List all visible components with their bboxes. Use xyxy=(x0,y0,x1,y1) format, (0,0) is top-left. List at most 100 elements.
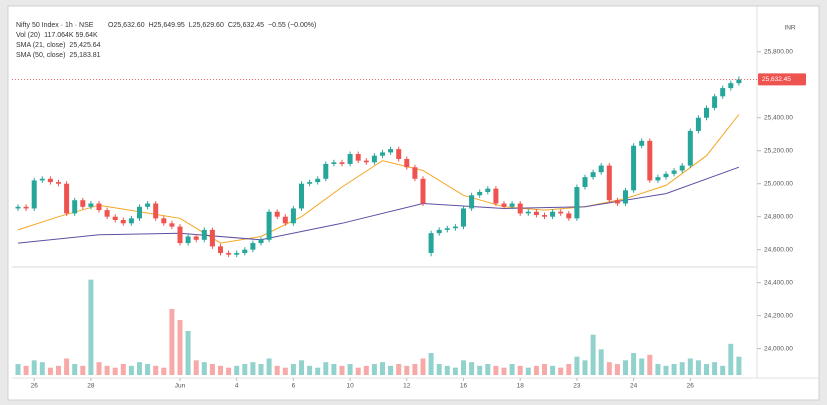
volume-bar xyxy=(185,331,191,375)
candle-body xyxy=(128,218,134,224)
y-tick-label: 24,800.00 xyxy=(764,213,793,220)
y-tick-label: 24,200.00 xyxy=(764,312,793,319)
volume-bar xyxy=(72,364,78,375)
candle-body xyxy=(420,178,426,204)
volume-bar xyxy=(177,320,183,375)
volume-bar xyxy=(96,362,102,375)
candle-body xyxy=(250,243,256,250)
volume-bar xyxy=(485,364,491,375)
volume-bar xyxy=(574,356,580,375)
candle-body xyxy=(558,211,564,214)
volume-bar xyxy=(606,362,612,375)
volume-bar xyxy=(720,365,726,375)
candle-body xyxy=(461,208,466,227)
volume-bar xyxy=(331,364,337,375)
candle-body xyxy=(542,215,547,217)
candle-body xyxy=(704,107,709,118)
candle-body xyxy=(525,211,531,214)
candle-body xyxy=(671,170,677,174)
volume-bar xyxy=(614,364,620,375)
candle-body xyxy=(452,226,458,229)
candle-body xyxy=(639,140,645,146)
candle-body xyxy=(80,200,86,207)
volume-bar xyxy=(598,349,604,375)
volume-bar xyxy=(274,365,280,375)
candle-body xyxy=(388,149,394,153)
volume-bar xyxy=(388,365,394,375)
volume-bar xyxy=(533,365,539,375)
volume-bar xyxy=(461,360,466,375)
candle-body xyxy=(47,178,53,183)
x-tick-label: 28 xyxy=(87,383,95,390)
candle-body xyxy=(299,183,304,209)
volume-bar xyxy=(56,365,61,375)
volume-bar xyxy=(687,358,693,375)
candle-body xyxy=(412,167,418,179)
candle-body xyxy=(679,165,685,171)
volume-bar xyxy=(290,364,296,375)
indicator-name: SMA (21, close) xyxy=(16,42,65,49)
volume-bar xyxy=(266,358,272,375)
candle-body xyxy=(120,219,126,224)
indicator-value: 25,425.64 xyxy=(69,42,100,49)
candle-body xyxy=(363,160,369,163)
volume-bar xyxy=(566,364,572,375)
volume-bar xyxy=(558,367,564,375)
candle-body xyxy=(736,79,742,84)
volume-bar xyxy=(209,364,215,375)
volume-bar xyxy=(420,358,426,375)
volume-bar xyxy=(307,365,313,375)
candle-body xyxy=(56,182,61,184)
volume-bar xyxy=(23,365,29,375)
y-tick-label: 25,800.00 xyxy=(764,49,793,56)
y-tick-label: 24,600.00 xyxy=(764,246,793,253)
volume-bar xyxy=(145,364,151,375)
candle-body xyxy=(404,158,410,168)
volume-bar xyxy=(258,364,264,375)
volume-bar xyxy=(655,364,661,375)
volume-bar xyxy=(104,365,110,375)
x-tick-label: 10 xyxy=(346,383,354,390)
y-tick-label: 25,000.00 xyxy=(764,180,793,187)
volume-bar xyxy=(226,367,232,375)
candle-body xyxy=(647,140,653,181)
volume-bar xyxy=(501,367,507,375)
volume-bar xyxy=(695,360,701,375)
volume-bar xyxy=(193,360,199,375)
candle-body xyxy=(39,178,45,181)
volume-bar xyxy=(679,362,685,375)
candle-body xyxy=(96,203,102,211)
volume-bar xyxy=(663,365,669,375)
volume-bar xyxy=(161,367,167,375)
candle-body xyxy=(695,117,701,131)
candle-body xyxy=(112,216,118,220)
candle-body xyxy=(315,178,321,183)
candle-body xyxy=(590,172,596,178)
candle-body xyxy=(242,249,248,253)
candle-body xyxy=(31,180,37,209)
x-tick-label: 18 xyxy=(517,383,525,390)
candle-body xyxy=(517,203,523,214)
candle-body xyxy=(72,200,78,214)
volume-bar xyxy=(623,360,628,375)
volume-bar xyxy=(704,364,709,375)
candle-body xyxy=(712,96,718,108)
candle-body xyxy=(282,216,288,224)
candle-body xyxy=(493,188,499,204)
volume-bar xyxy=(355,367,361,375)
x-tick-label: Jun xyxy=(175,383,186,390)
candle-body xyxy=(566,213,572,219)
candle-body xyxy=(469,195,475,209)
candle-body xyxy=(218,246,223,253)
volume-bar xyxy=(347,364,353,375)
candle-body xyxy=(436,229,442,234)
volume-bar xyxy=(639,358,645,375)
ohlc-value: −0.55 (−0.00%) xyxy=(268,22,316,29)
ohlc-value: O25,632.60 xyxy=(108,22,145,29)
volume-bar xyxy=(436,364,442,375)
candle-body xyxy=(226,252,232,255)
volume-bar xyxy=(469,362,475,375)
candle-body xyxy=(687,130,693,166)
volume-bar xyxy=(380,362,385,375)
